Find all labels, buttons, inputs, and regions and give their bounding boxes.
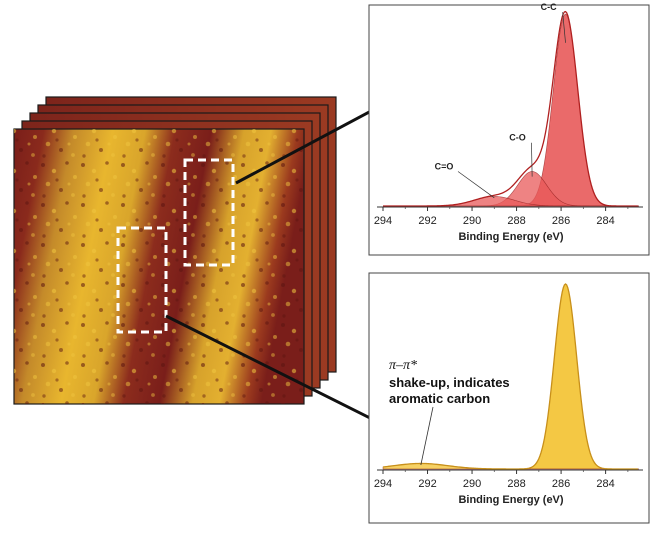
spectrum-envelope bbox=[383, 10, 638, 207]
image-stack bbox=[13, 96, 337, 405]
peak-leader-line bbox=[457, 171, 495, 199]
x-tick-label: 294 bbox=[374, 478, 392, 490]
x-tick-label: 288 bbox=[507, 478, 525, 490]
panel-bottom-frame bbox=[368, 272, 650, 524]
x-tick-label: 290 bbox=[463, 215, 481, 227]
peak-label: C-C bbox=[541, 2, 557, 12]
roi-box-dark-region bbox=[183, 158, 235, 267]
spectrum-panel-bottom: 294 292 290 288 286 284 Binding Energy (eV) π–π… bbox=[368, 272, 650, 524]
x-tick-label: 294 bbox=[374, 215, 392, 227]
x-tick-label: 284 bbox=[596, 478, 614, 490]
x-tick-label: 290 bbox=[463, 478, 481, 490]
annotation-leader-line bbox=[420, 406, 434, 466]
spectrum-envelope bbox=[382, 283, 638, 470]
x-tick-label: 292 bbox=[418, 215, 436, 227]
peak-label: C-O bbox=[509, 133, 526, 143]
x-tick-label: 292 bbox=[418, 478, 436, 490]
annotation-symbol: π–π* bbox=[389, 358, 417, 373]
roi-box-bright-region bbox=[116, 226, 168, 334]
map-texture bbox=[14, 129, 304, 404]
x-tick-label: 284 bbox=[596, 215, 614, 227]
annotation-line-2: aromatic carbon bbox=[389, 391, 490, 406]
spectrum-panel-top: 294 292 290 288 286 284 Binding Energy (eV) C-C… bbox=[368, 2, 650, 256]
peak-leader-line bbox=[562, 12, 566, 43]
x-tick-label: 286 bbox=[552, 215, 570, 227]
annotation-line-1: shake-up, indicates bbox=[389, 375, 510, 390]
x-tick-label: 288 bbox=[507, 215, 525, 227]
x-axis-title: Binding Energy (eV) bbox=[458, 494, 563, 506]
peak-label: C=O bbox=[435, 162, 454, 172]
panel-top-frame bbox=[368, 4, 650, 256]
peak-leader-line bbox=[531, 142, 533, 177]
x-tick-label: 286 bbox=[552, 478, 570, 490]
x-axis-title: Binding Energy (eV) bbox=[458, 231, 563, 243]
